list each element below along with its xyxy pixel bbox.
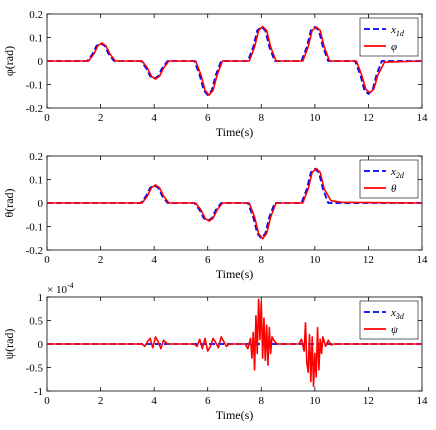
legend-label: x1d: [390, 24, 405, 38]
series-line-actual: [47, 167, 422, 240]
y-tick-label: 0.1: [29, 33, 43, 45]
y-tick-label: 0.5: [29, 316, 43, 328]
y-axis-label: ψ(rad): [2, 329, 16, 360]
y-exponent-label: × 10-4: [47, 281, 74, 296]
y-axis-label: θ(rad): [2, 188, 16, 217]
x-tick-label: 0: [44, 254, 50, 266]
y-tick-label: -1: [34, 386, 43, 398]
x-tick-label: 14: [417, 112, 429, 124]
x-tick-label: 6: [205, 112, 211, 124]
x-tick-label: 8: [259, 254, 265, 266]
legend-label: φ: [391, 41, 397, 53]
y-axis-label: φ(rad): [2, 46, 16, 76]
legend-box: [359, 159, 419, 199]
x-tick-label: 2: [98, 112, 104, 124]
x-tick-label: 12: [363, 254, 374, 266]
x-axis-label: Time(s): [216, 408, 254, 422]
x-tick-label: 10: [309, 395, 321, 407]
legend: x1d φ: [359, 17, 419, 57]
y-tick-label: 1: [38, 292, 44, 304]
x-tick-label: 10: [309, 254, 321, 266]
plot-panel-3: 0 2 4 6 8 10 12 14 -1 -0.5 0 0.5 1× 10-4 Time(s) ψ(rad…: [2, 281, 428, 422]
y-tick-label: 0: [38, 339, 44, 351]
series-line-reference: [47, 168, 422, 240]
x-tick-label: 0: [44, 112, 50, 124]
legend-label: x3d: [390, 307, 405, 321]
legend: x3d ψ: [359, 300, 419, 340]
y-tick-label: -0.2: [26, 245, 43, 257]
plot-panel-2: 0 2 4 6 8 10 12 14 -0.2 -0.1 0 0.1 0.2 Time(s) θ(rad) x…: [2, 151, 428, 281]
x-tick-label: 6: [205, 395, 211, 407]
legend: x2d θ: [359, 159, 419, 199]
y-tick-label: 0: [38, 198, 44, 210]
x-tick-label: 10: [309, 112, 321, 124]
x-tick-label: 14: [417, 254, 429, 266]
series-line-actual: [47, 25, 422, 96]
x-axis-label: Time(s): [216, 267, 254, 281]
x-tick-label: 4: [151, 112, 157, 124]
legend-label: ψ: [391, 324, 398, 336]
x-tick-label: 2: [98, 254, 104, 266]
x-tick-label: 14: [417, 395, 429, 407]
y-tick-label: 0.2: [29, 151, 43, 163]
y-tick-label: -0.1: [26, 222, 43, 234]
x-tick-label: 8: [259, 395, 265, 407]
y-tick-label: 0.1: [29, 175, 43, 187]
x-tick-label: 2: [98, 395, 104, 407]
legend-box: [359, 300, 419, 340]
y-tick-label: 0: [38, 56, 44, 68]
x-tick-label: 8: [259, 112, 265, 124]
x-tick-label: 0: [44, 395, 50, 407]
x-tick-label: 4: [151, 395, 157, 407]
y-tick-label: -0.5: [26, 363, 44, 375]
y-tick-label: 0.2: [29, 9, 43, 21]
legend-box: [359, 17, 419, 57]
x-axis-label: Time(s): [216, 125, 254, 139]
series-line-actual: [47, 298, 422, 388]
x-tick-label: 12: [363, 112, 374, 124]
legend-label: x2d: [390, 166, 405, 180]
y-tick-label: -0.2: [26, 103, 43, 115]
legend-label: θ: [391, 183, 397, 195]
x-tick-label: 12: [363, 395, 374, 407]
x-tick-label: 6: [205, 254, 211, 266]
y-tick-label: -0.1: [26, 80, 43, 92]
plot-panel-1: 0 2 4 6 8 10 12 14 -0.2 -0.1 0 0.1 0.2 Time(s) φ(rad) x…: [2, 9, 428, 139]
x-tick-label: 4: [151, 254, 157, 266]
